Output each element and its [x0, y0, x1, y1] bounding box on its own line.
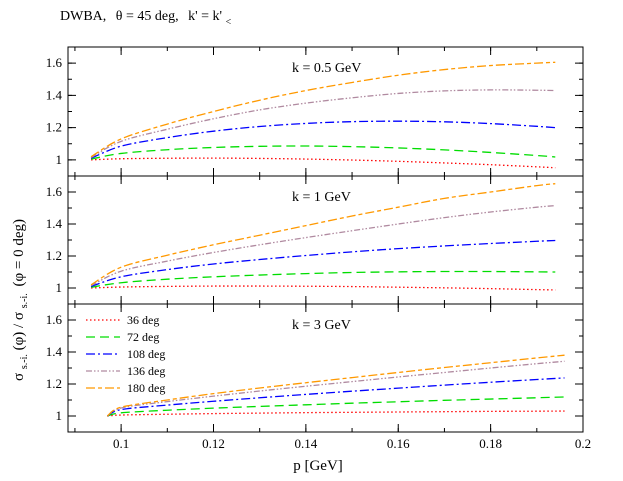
- series-72-deg-top: [90, 145, 556, 160]
- header-k: k' = k': [188, 9, 222, 24]
- panel-top: 1 1.2 1.4 1.6 k = 0.5 GeV: [46, 46, 584, 177]
- y-label-mid: (φ) / σ: [11, 312, 27, 350]
- y-tick-label: 1: [56, 152, 63, 167]
- y-axis-label: σ s.-i. (φ) / σ s.-i. (φ = 0 deg): [11, 219, 31, 381]
- series-36-deg-top: [91, 157, 556, 169]
- x-tick-label: 0.12: [202, 436, 225, 451]
- x-tick-label: 0.14: [294, 436, 317, 451]
- series-36-deg-bottom: [107, 410, 565, 417]
- y-label-sigma1: σ: [11, 373, 27, 381]
- x-tick-label: 0.1: [113, 436, 129, 451]
- series-36-deg-middle: [91, 285, 556, 291]
- y-tick-label: 1.6: [46, 312, 63, 327]
- series-108-deg-middle: [90, 239, 556, 288]
- panel-title: k = 0.5 GeV: [292, 61, 361, 76]
- legend-label: 180 deg: [127, 381, 165, 395]
- panel-middle: 1 1.2 1.4 1.6 k = 1 GeV: [46, 175, 584, 305]
- y-label-end: (φ = 0 deg): [11, 219, 27, 287]
- series-136-deg-bottom: [106, 360, 565, 417]
- legend-label: 72 deg: [127, 330, 159, 344]
- y-label-sub2: s.-i.: [19, 293, 30, 308]
- legend-label: 108 deg: [127, 347, 165, 361]
- header-k-subscript: <: [226, 17, 232, 28]
- series-72-deg-bottom: [107, 396, 565, 417]
- y-tick-label: 1.6: [46, 184, 63, 199]
- y-tick-label: 1.4: [46, 87, 63, 102]
- legend: 36 deg 72 deg 108 deg 136 deg 180 deg: [86, 313, 165, 395]
- series-72-deg-middle: [90, 270, 556, 288]
- x-axis-label: p [GeV]: [293, 458, 343, 474]
- panel-title: k = 3 GeV: [292, 318, 351, 333]
- y-label-sub1: s.-i.: [19, 354, 30, 369]
- y-tick-label: 1: [56, 280, 63, 295]
- y-tick-label: 1.6: [46, 55, 63, 70]
- x-tick-label: 0.16: [387, 436, 410, 451]
- header-prefix: DWBA,: [60, 9, 106, 24]
- y-tick-label: 1.2: [46, 376, 62, 391]
- legend-label: 136 deg: [127, 364, 165, 378]
- legend-label: 36 deg: [127, 313, 159, 327]
- y-tick-label: 1.2: [46, 120, 62, 135]
- series-136-deg-top: [90, 89, 556, 159]
- series-180-deg-top: [90, 61, 556, 158]
- y-tick-label: 1.4: [46, 216, 63, 231]
- x-tick-label: 0.2: [575, 436, 591, 451]
- series-136-deg-middle: [90, 204, 556, 287]
- x-tick-label: 0.18: [479, 436, 502, 451]
- series-108-deg-top: [90, 120, 556, 159]
- figure-header: DWBA, θ = 45 deg, k' = k' <: [60, 9, 232, 28]
- series-180-deg-bottom: [106, 354, 565, 417]
- x-tick-labels: 0.1 0.12 0.14 0.16 0.18 0.2: [113, 436, 591, 451]
- series-180-deg-middle: [90, 183, 556, 286]
- y-tick-label: 1.2: [46, 248, 62, 263]
- y-tick-label: 1: [56, 408, 63, 423]
- y-tick-label: 1.4: [46, 344, 63, 359]
- panel-title: k = 1 GeV: [292, 190, 351, 205]
- series-108-deg-bottom: [106, 377, 565, 417]
- panels: 1 1.2 1.4 1.6 k = 0.5 GeV 1 1.2 1.4 1.6 k = 1 GeV…: [46, 46, 584, 433]
- header-theta: θ = 45 deg,: [116, 9, 179, 24]
- panel-bottom: 1 1.2 1.4 1.6 k = 3 GeV: [46, 303, 584, 433]
